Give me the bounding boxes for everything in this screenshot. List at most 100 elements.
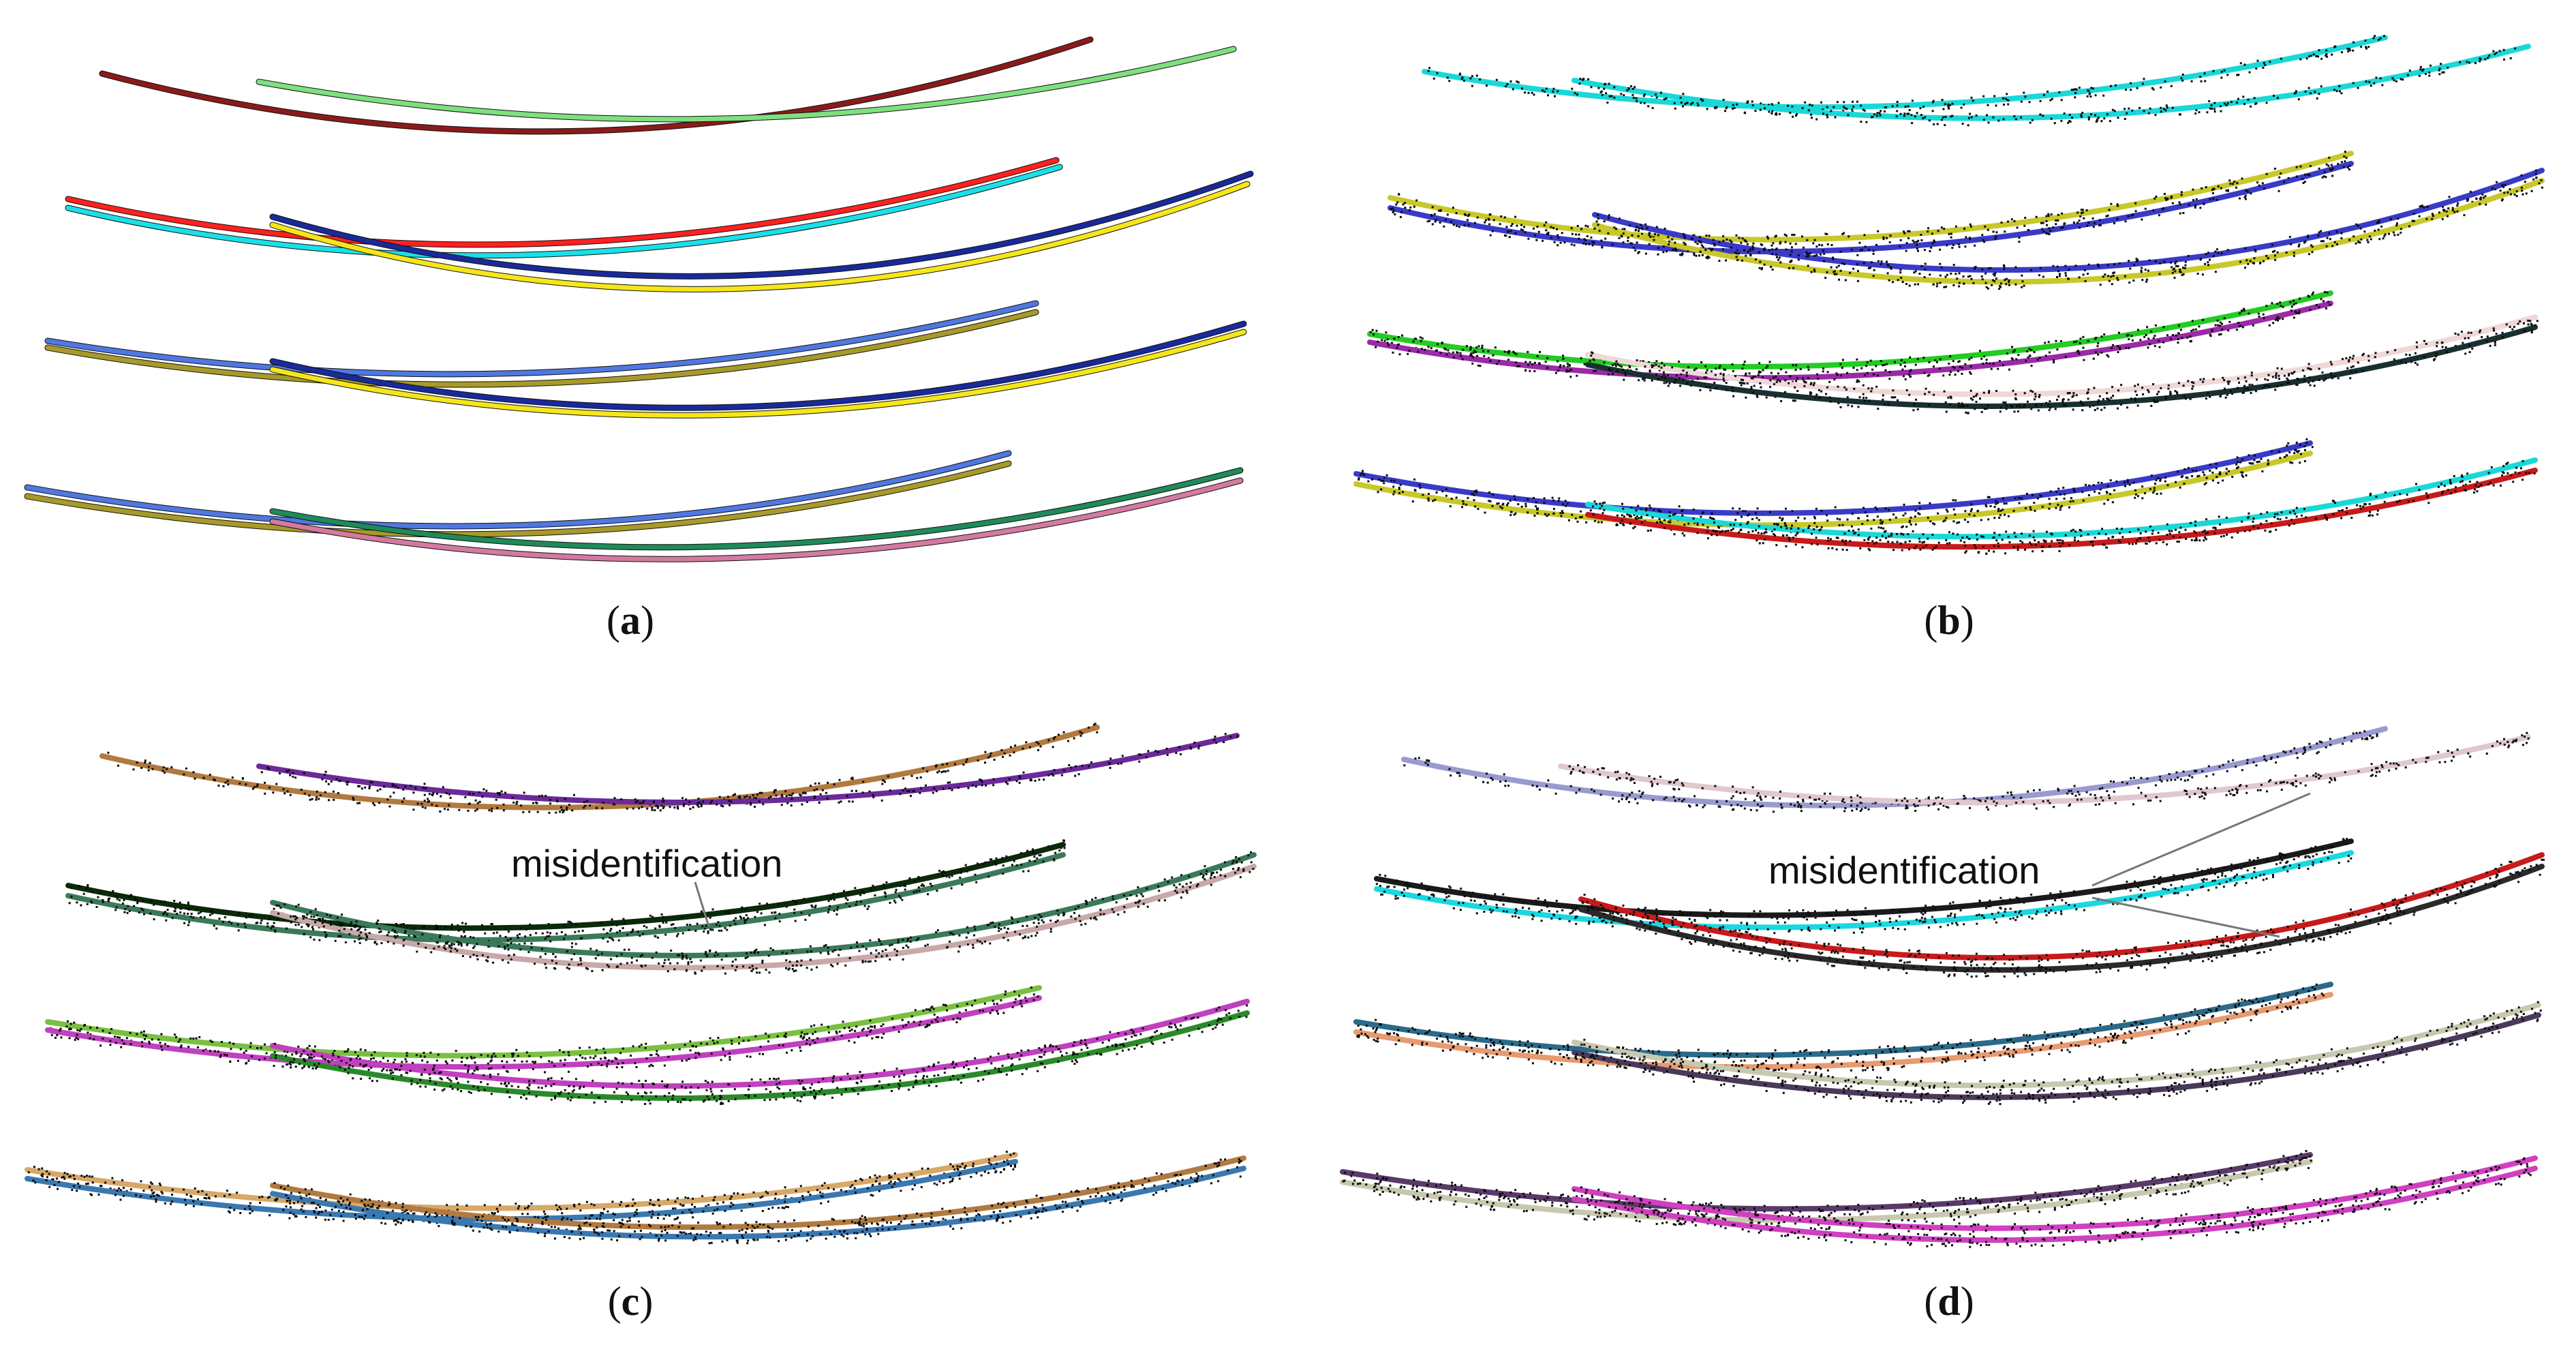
cable-curve <box>45 995 1042 1075</box>
point-cloud-dots <box>50 995 1039 1075</box>
cable-line <box>270 171 1253 279</box>
point-cloud-dots <box>1592 472 2536 555</box>
panel-b-label: b <box>1937 598 1961 643</box>
cable-curve <box>1387 151 2354 247</box>
cable-line <box>270 321 1246 410</box>
point-cloud-dots <box>1586 864 2541 978</box>
cable-line <box>270 1010 1250 1101</box>
cable-curve <box>1387 161 2354 259</box>
cable-curve <box>256 733 1240 811</box>
cable-curve <box>1585 322 2538 414</box>
cable-line <box>1571 1155 2538 1231</box>
cable-curve <box>1353 438 2314 521</box>
cable-line <box>1374 850 2354 930</box>
cable-line <box>270 329 1246 418</box>
cable-curve <box>65 157 1060 248</box>
cable-line <box>1578 852 2545 961</box>
cable-line <box>1585 468 2538 550</box>
cable-curve <box>1401 726 2388 813</box>
cable-curve <box>1571 1012 2541 1106</box>
annotation-leader-line <box>694 881 710 927</box>
panel-d: misidentification (d) <box>1288 681 2576 1362</box>
panel-c-annotation: misidentification <box>511 842 783 885</box>
cable-curve <box>65 849 1066 948</box>
cable-line <box>270 1166 1246 1240</box>
cable-curve <box>270 1010 1250 1105</box>
cable-curve <box>269 320 1247 411</box>
cable-curve <box>44 300 1039 378</box>
panel-d-caption: (d) <box>1924 1279 1974 1324</box>
cable-outline <box>44 300 1039 378</box>
cable-line <box>1571 1166 2538 1243</box>
cable-curve <box>256 46 1237 123</box>
cable-line <box>1353 992 2333 1070</box>
cable-curve <box>1571 44 2531 127</box>
cable-line <box>45 309 1039 387</box>
cable-curve <box>1571 1166 2538 1248</box>
panel-b: (b) <box>1288 0 2576 681</box>
point-cloud-dots <box>1575 1012 2539 1106</box>
annotation-leader-line <box>2091 792 2311 887</box>
cable-curve <box>1592 168 2545 277</box>
cable-curve <box>1340 1157 2313 1228</box>
cable-line <box>45 301 1039 377</box>
cable-line <box>45 985 1042 1059</box>
cable-curve <box>1578 852 2545 966</box>
cable-curve <box>1353 992 2333 1074</box>
cable-line <box>270 999 1250 1089</box>
panel-a-caption: (a) <box>607 598 654 643</box>
cable-curve <box>1340 1150 2313 1217</box>
cable-curve <box>269 181 1251 292</box>
cable-curve <box>269 467 1244 551</box>
cable-line <box>270 468 1243 550</box>
cable-curve <box>269 329 1247 419</box>
cable-line <box>1367 290 2333 369</box>
cable-line <box>1401 726 2388 808</box>
panel-a-curves <box>24 36 1254 562</box>
cable-curve <box>270 851 1257 964</box>
cable-curve <box>1353 449 2313 534</box>
cable-curve <box>45 985 1042 1063</box>
point-cloud-dots <box>1390 161 2351 259</box>
cable-line <box>25 451 1011 529</box>
cable-line <box>1422 35 2388 110</box>
panel-c-label: c <box>621 1279 640 1324</box>
panel-a-label: a <box>620 598 641 643</box>
point-cloud-dots <box>1403 730 2378 813</box>
cable-curve <box>25 1151 1018 1216</box>
cable-line <box>1374 838 2354 918</box>
cable-curve <box>1353 982 2333 1063</box>
cable-curve <box>65 839 1066 935</box>
point-cloud-dots <box>1590 319 2539 401</box>
panel-c-curves <box>25 723 1257 1245</box>
point-cloud-dots <box>1586 1169 2532 1248</box>
cable-line <box>1571 44 2531 121</box>
cable-line <box>25 1152 1018 1211</box>
cable-curve <box>1571 1155 2538 1236</box>
cable-line <box>1571 1002 2541 1089</box>
point-cloud-dots <box>1375 300 2331 386</box>
cable-curve <box>270 999 1250 1094</box>
cable-line <box>270 852 1257 958</box>
cable-line <box>1578 864 2545 973</box>
cable-line <box>65 164 1062 258</box>
cable-curve <box>1578 864 2545 978</box>
cable-curve <box>24 450 1012 530</box>
annotation-leader-line <box>2091 896 2280 938</box>
cable-curve <box>270 1166 1246 1245</box>
cable-line <box>1571 1012 2541 1100</box>
cable-curve <box>270 864 1257 975</box>
cable-line <box>256 733 1240 805</box>
cable-line <box>25 461 1011 537</box>
point-cloud-dots <box>260 733 1239 811</box>
panel-d-annotation: misidentification <box>1768 849 2040 892</box>
cable-line <box>270 181 1250 292</box>
cable-curve <box>1367 290 2333 375</box>
cable-line <box>256 46 1236 122</box>
panel-b-curves <box>1353 35 2545 555</box>
cable-curve <box>1367 300 2333 386</box>
point-cloud-dots <box>1377 449 2306 534</box>
cable-line <box>1585 314 2538 397</box>
cable-line <box>1353 440 2313 516</box>
cable-curve <box>1374 838 2354 922</box>
